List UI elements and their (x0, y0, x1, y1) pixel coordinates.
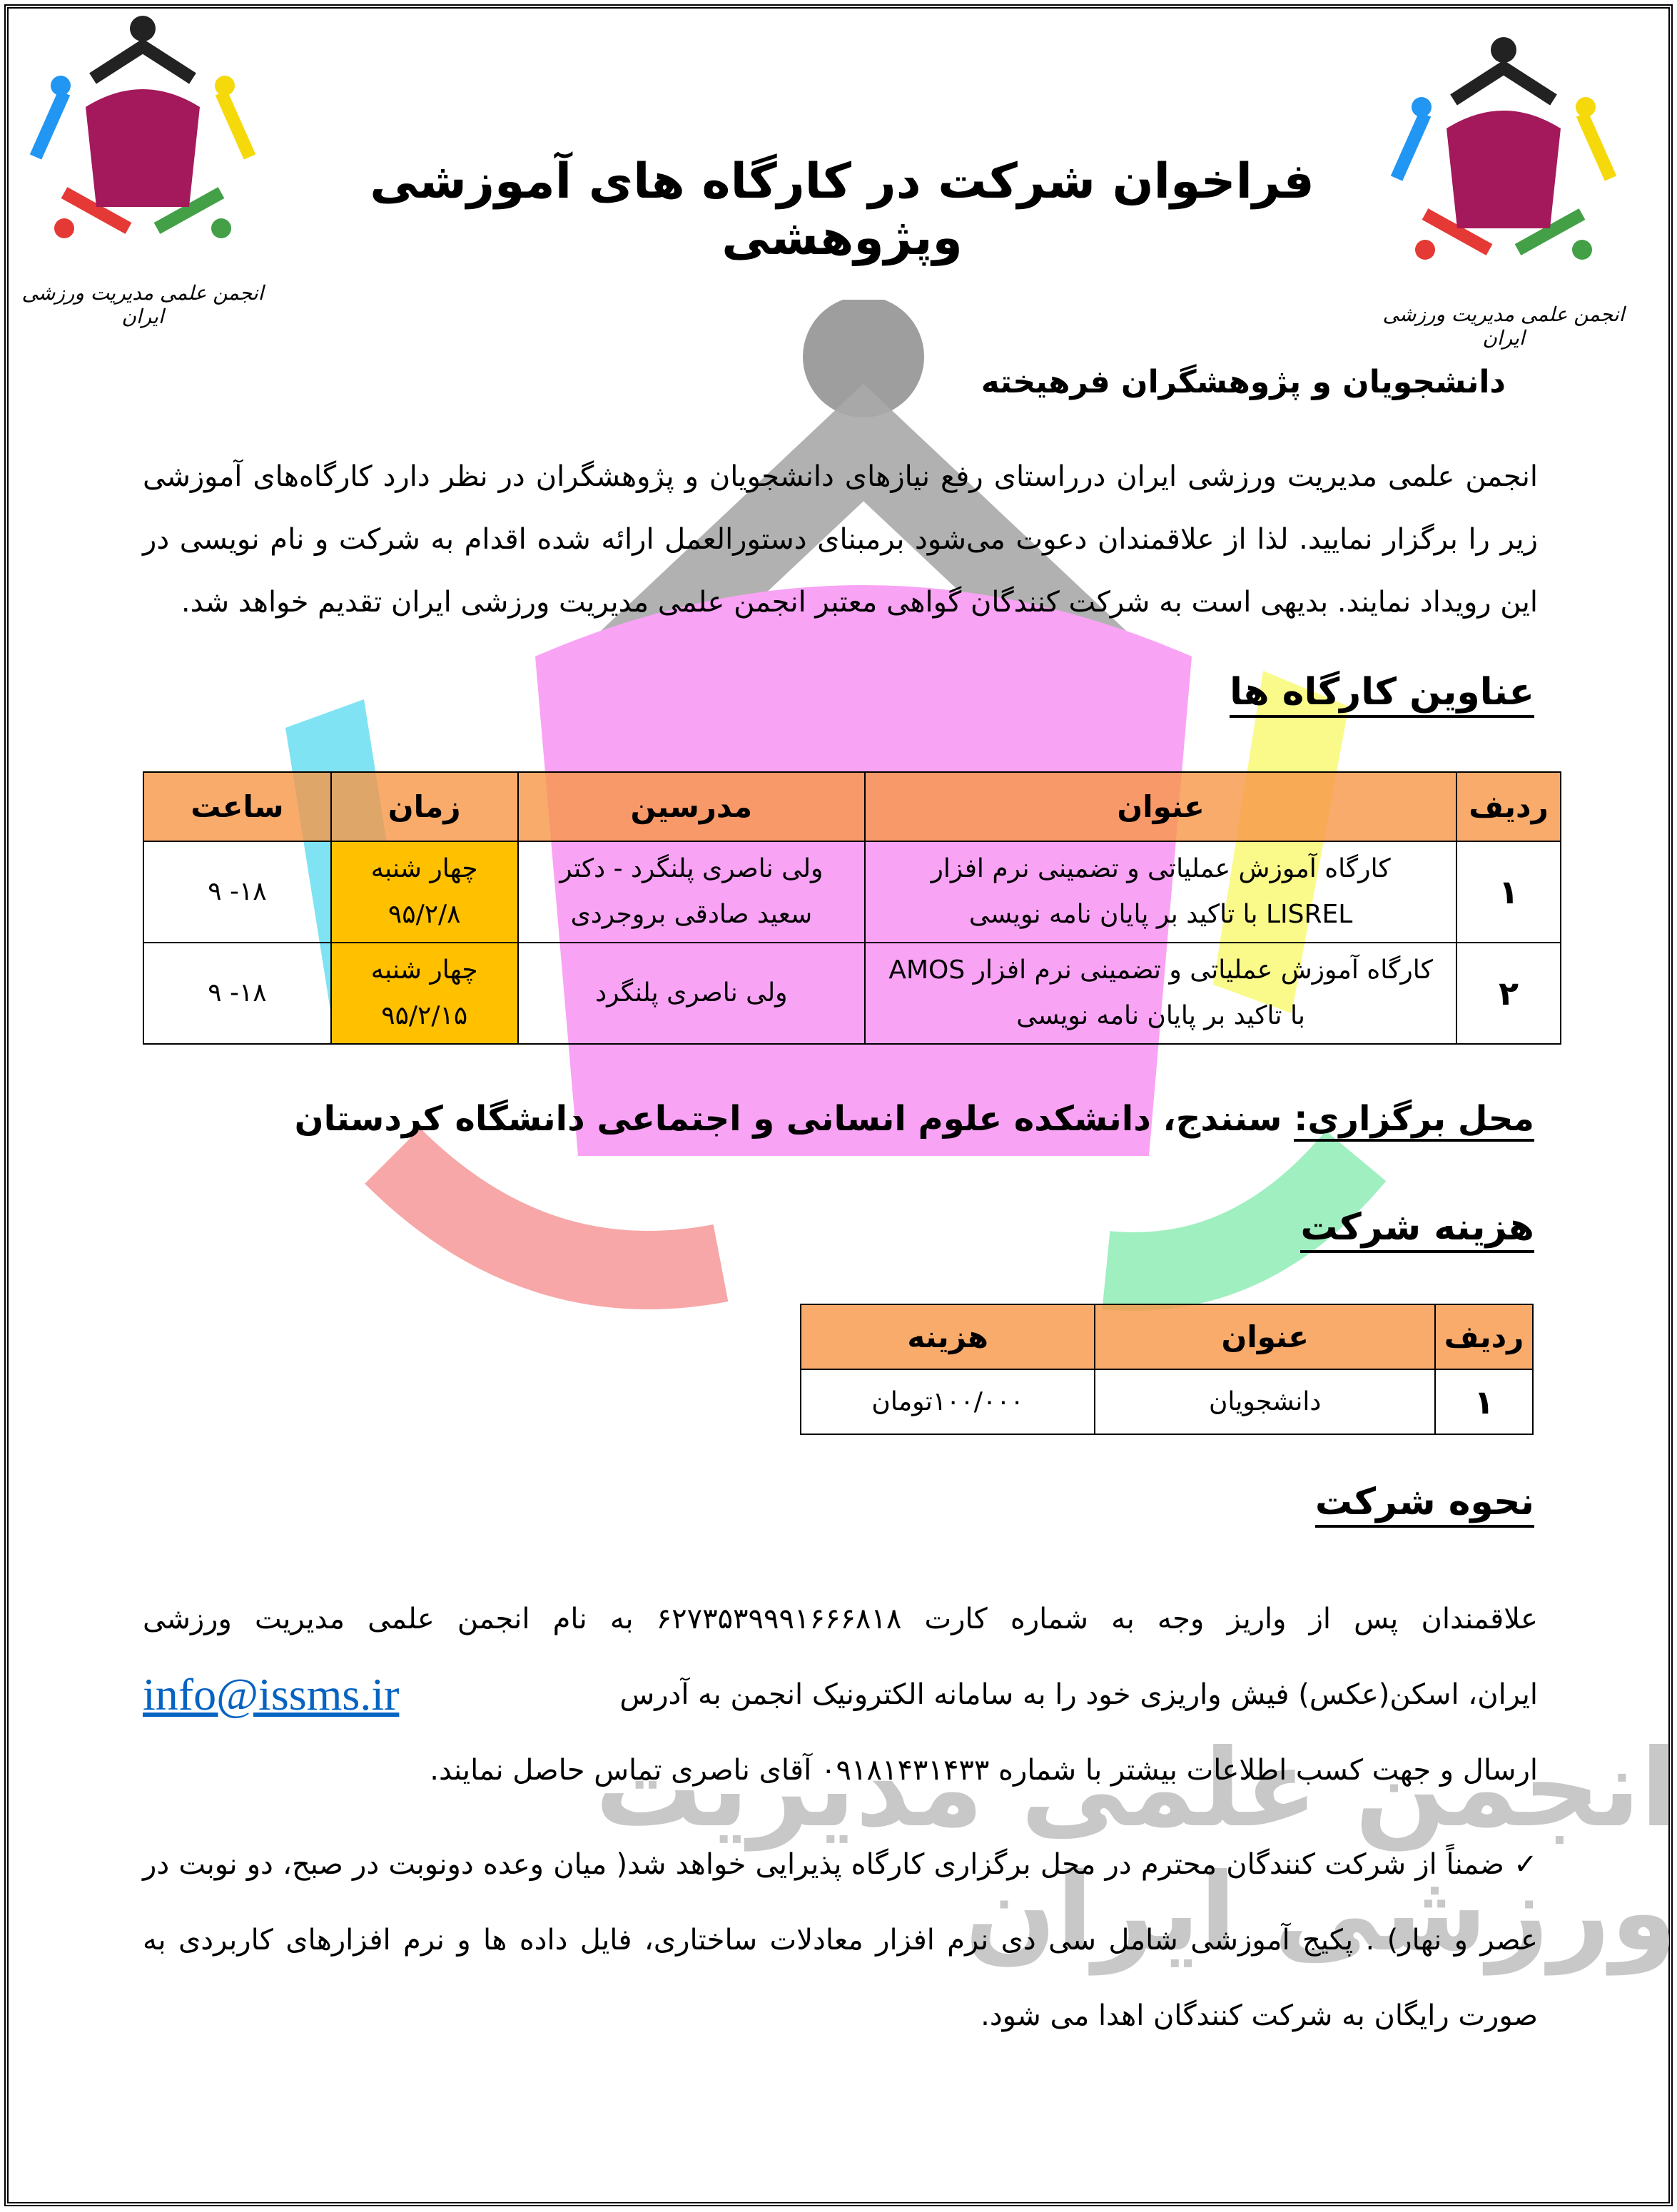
workshops-table: ردیف عنوان مدرسین زمان ساعت ۱ کارگاه آمو… (143, 771, 1561, 1045)
fee-title: دانشجویان (1094, 1369, 1437, 1435)
workshop-title: کارگاه آموزش عملیاتی و تضمینی نرم افزار … (864, 942, 1458, 1045)
col-header: زمان (330, 771, 519, 842)
col-header: عنوان (1094, 1304, 1437, 1370)
workshop-date: چهار شنبه ۹۵/۲/۱۵ (330, 942, 519, 1045)
fee-cost: ۱۰۰/۰۰۰تومان (799, 1369, 1096, 1435)
workshop-date: چهار شنبه ۹۵/۲/۸ (330, 841, 519, 943)
venue-label: محل برگزاری: (1294, 1099, 1534, 1142)
col-header: ردیف (1434, 1304, 1534, 1370)
table-row: ۱ کارگاه آموزش عملیاتی و تضمینی نرم افزا… (143, 841, 1561, 943)
logo-caption: انجمن علمی مدیریت ورزشی ایران (21, 281, 264, 328)
howto-line: ارسال و جهت کسب اطلاعات بیشتر با شماره ۰… (430, 1754, 1538, 1787)
logo-right: انجمن علمی مدیریت ورزشی ایران (1382, 36, 1625, 350)
workshop-hours: ۱۸- ۹ (143, 841, 332, 943)
venue-value: سنندج، دانشکده علوم انسانی و اجتماعی دان… (294, 1099, 1282, 1139)
howto-heading: نحوه شرکت (1314, 1481, 1534, 1528)
col-header: ردیف (1456, 771, 1561, 842)
note-paragraph: ✓ ضمناً از شرکت کنندگان محترم در محل برگ… (143, 1827, 1538, 2054)
logo-left: انجمن علمی مدیریت ورزشی ایران (21, 14, 264, 328)
venue: محل برگزاری: سنندج، دانشکده علوم انسانی … (294, 1099, 1534, 1142)
workshop-teachers: ولی ناصری پلنگرد (517, 942, 866, 1045)
greeting: دانشجویان و پژوهشگران فرهیخته (981, 364, 1506, 400)
col-header: عنوان (864, 771, 1458, 842)
table-row: ۲ کارگاه آموزش عملیاتی و تضمینی نرم افزا… (143, 942, 1561, 1045)
workshops-heading: عناوین کارگاه ها (1230, 671, 1534, 718)
fees-heading: هزینه شرکت (1300, 1206, 1534, 1253)
col-header: هزینه (799, 1304, 1096, 1370)
col-header: مدرسین (517, 771, 866, 842)
logo-caption: انجمن علمی مدیریت ورزشی ایران (1382, 303, 1625, 350)
workshop-title: کارگاه آموزش عملیاتی و تضمینی نرم افزار … (864, 841, 1458, 943)
table-row: ۱ دانشجویان ۱۰۰/۰۰۰تومان (799, 1369, 1534, 1435)
email-link[interactable]: info@issms.ir (143, 1669, 400, 1720)
page-title: فراخوان شرکت در کارگاه های آموزشی وپژوهش… (370, 153, 1314, 266)
page-border (4, 4, 1673, 2206)
row-number: ۱ (1456, 841, 1561, 943)
intro-paragraph: انجمن علمی مدیریت ورزشی ایران درراستای ر… (143, 460, 1538, 619)
row-number: ۲ (1456, 942, 1561, 1045)
checkmark-icon: ✓ (1504, 1848, 1539, 1881)
workshop-hours: ۱۸- ۹ (143, 942, 332, 1045)
note-text: ضمناً از شرکت کنندگان محترم در محل برگزا… (143, 1848, 1538, 2032)
association-logo-icon (1390, 37, 1617, 260)
howto-line: ایران، اسکن(عکس) فیش واریزی خود را به سا… (619, 1678, 1538, 1711)
howto-paragraph: علاقمندان پس از واریز وجه به شماره کارت … (143, 1581, 1538, 1808)
fees-table: ردیف عنوان هزینه ۱ دانشجویان ۱۰۰/۰۰۰توما… (799, 1304, 1534, 1435)
howto-line: علاقمندان پس از واریز وجه به شماره کارت … (143, 1603, 1538, 1635)
workshop-teachers: ولی ناصری پلنگرد - دکتر سعید صادقی بروجر… (517, 841, 866, 943)
col-header: ساعت (143, 771, 332, 842)
association-logo-icon (29, 16, 256, 238)
row-number: ۱ (1434, 1369, 1534, 1435)
